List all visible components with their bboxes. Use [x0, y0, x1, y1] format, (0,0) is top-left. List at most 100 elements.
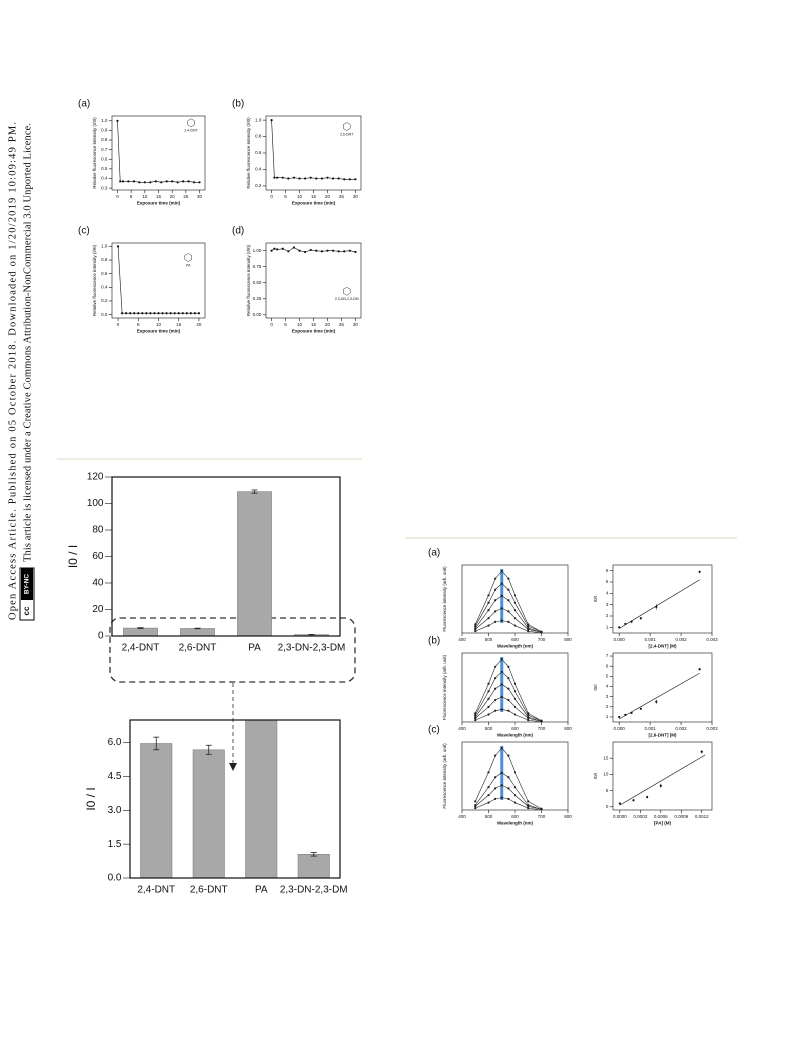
- x-tick-label: 400: [458, 814, 466, 819]
- data-point: [125, 312, 128, 315]
- panel-label: (c): [428, 725, 440, 736]
- x-tick-label: 0.0012: [695, 814, 709, 819]
- x-tick-label: 2,6-DNT: [179, 643, 217, 654]
- plot-area: [123, 489, 329, 636]
- data-point: [507, 676, 510, 680]
- data-point: [655, 700, 658, 703]
- x-tick-label: 2,3-DN-2,3-DM: [278, 643, 346, 654]
- data-point: [698, 570, 701, 573]
- data-point: [500, 771, 503, 775]
- y-axis-label: Fluorescence intensity (arb. unit): [442, 566, 447, 632]
- y-tick-label: 3: [606, 694, 609, 699]
- y-tick-label: 0.8: [255, 134, 262, 139]
- data-point: [513, 609, 517, 612]
- chart: 1 2 3 4 5 6 0.000 0.001 0.002 0.003 [2,4-DNT] (M) I…: [593, 564, 718, 649]
- data-point: [474, 805, 477, 808]
- x-tick-label: 2,6-DNT: [190, 885, 228, 896]
- y-tick-label: 120: [87, 472, 104, 483]
- data-point: [494, 787, 497, 790]
- y-tick-label: 6.0: [108, 737, 122, 748]
- x-axis-label: Exposure time (min): [137, 201, 181, 206]
- x-tick-label: 0.002: [675, 726, 687, 731]
- x-tick-label: 15: [176, 322, 182, 327]
- data-point: [165, 180, 168, 183]
- y-tick-label: 80: [92, 525, 104, 536]
- data-point: [494, 698, 497, 702]
- series-line: [474, 747, 542, 810]
- x-tick-label: 600: [511, 726, 519, 731]
- chart: 1 2 3 4 5 6 7 0.000 0.001 0.002 0.003 [2,6-DNT] (M)…: [593, 652, 718, 738]
- data-point: [527, 800, 530, 803]
- y-tick-label: 0.4: [101, 176, 108, 181]
- data-point: [487, 705, 490, 709]
- y-tick-label: 0.8: [101, 137, 108, 142]
- y-tick-label: 1.0: [101, 244, 108, 249]
- data-point: [513, 771, 517, 774]
- series-line: [475, 595, 542, 633]
- y-tick-label: 0.25: [253, 296, 262, 301]
- license-badge-dark: [21, 568, 33, 600]
- data-point: [487, 771, 490, 774]
- data-point: [513, 794, 517, 797]
- x-tick-label: 0.0006: [654, 814, 668, 819]
- data-point: [304, 177, 307, 180]
- y-axis-label: Fluorescence intensity (arb. unit): [442, 654, 447, 720]
- y-tick-label: 4: [606, 591, 609, 596]
- x-tick-label: 20: [325, 322, 331, 327]
- data-point: [487, 786, 490, 789]
- data-point: [500, 708, 503, 711]
- data-point: [487, 624, 490, 627]
- x-tick-label: 700: [538, 726, 546, 731]
- x-axis-label: Exposure time (min): [137, 329, 181, 334]
- x-tick-label: 0: [270, 322, 273, 327]
- x-tick-label: 600: [511, 814, 519, 819]
- data-point: [298, 177, 301, 180]
- data-point: [487, 682, 490, 685]
- data-point: [500, 747, 503, 750]
- data-point: [513, 801, 517, 804]
- data-point: [507, 577, 510, 580]
- data-point: [500, 658, 503, 661]
- data-point: [639, 617, 642, 620]
- data-point: [182, 180, 185, 183]
- molecule-label: PA: [186, 263, 191, 267]
- y-axis-label: Relative fluorescence intensity (I/I0): [92, 117, 97, 189]
- data-point: [487, 713, 490, 716]
- x-axis-label: Wavelength (nm): [497, 644, 534, 649]
- data-point: [494, 676, 497, 680]
- data-point: [639, 707, 642, 710]
- data-point: [149, 181, 152, 184]
- data-point: [343, 250, 346, 253]
- series-line: [619, 754, 706, 806]
- data-point: [487, 801, 490, 804]
- data-point: [494, 577, 497, 580]
- data-point: [192, 181, 196, 184]
- data-point: [309, 176, 312, 179]
- data-point: [494, 588, 497, 591]
- data-point: [276, 176, 279, 179]
- data-point: [165, 312, 168, 315]
- bar: [192, 749, 225, 878]
- x-axis-label: [2,6-DNT] (M): [649, 733, 677, 738]
- data-point: [500, 607, 503, 610]
- y-tick-label: 2: [606, 613, 609, 618]
- data-point: [320, 177, 323, 180]
- data-point: [507, 776, 510, 779]
- data-point: [527, 714, 530, 717]
- data-point: [326, 176, 329, 179]
- bar: [180, 628, 215, 636]
- data-point: [348, 249, 351, 252]
- y-tick-label: 0: [606, 804, 609, 809]
- y-tick-label: 5: [606, 674, 609, 679]
- data-point: [127, 180, 130, 183]
- plot-frame: [111, 115, 206, 191]
- y-axis-label: Relative fluorescence intensity (I/I0): [246, 117, 251, 189]
- bar: [123, 627, 158, 636]
- data-point: [507, 709, 510, 712]
- data-point: [129, 312, 132, 315]
- data-point: [304, 250, 307, 254]
- bar: [237, 491, 272, 636]
- data-point: [700, 750, 703, 753]
- plot-area: [474, 747, 543, 810]
- data-point: [474, 717, 477, 720]
